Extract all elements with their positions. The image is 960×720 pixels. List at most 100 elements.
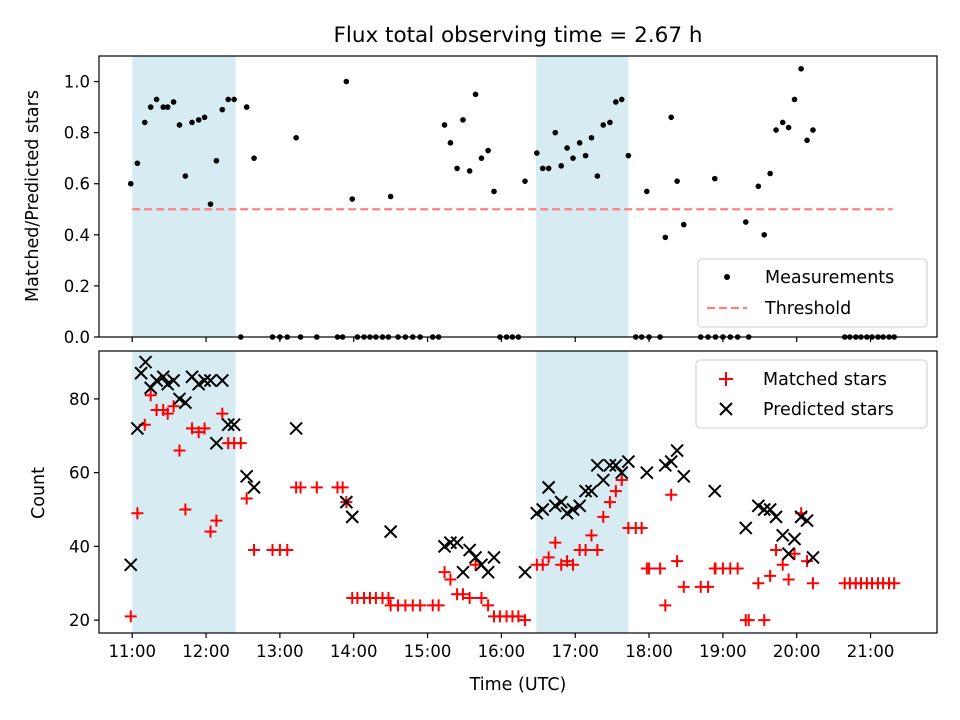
measurement-point <box>387 193 394 200</box>
top-shaded-intervals <box>132 56 629 337</box>
bottom-xtick-label: 21:00 <box>847 642 895 661</box>
predicted-star-point <box>621 454 636 469</box>
measurement-point <box>491 188 497 195</box>
measurement-point <box>668 114 675 121</box>
predicted-star-point <box>518 565 532 579</box>
top-ytick-label: 0.0 <box>64 328 90 347</box>
measurement-point <box>478 155 485 161</box>
matched-star-point <box>677 580 690 593</box>
predicted-star-point <box>769 510 783 524</box>
predicted-star-point <box>596 473 610 487</box>
measurement-point <box>182 173 189 179</box>
bottom-x-axis-label: Time (UTC) <box>469 675 567 695</box>
measurement-point <box>662 234 669 241</box>
matched-star-point <box>131 507 144 520</box>
bottom-xtick-label: 20:00 <box>773 642 821 661</box>
predicted-star-point <box>806 550 820 565</box>
matched-star-point <box>248 544 261 557</box>
top-shade-1 <box>132 56 236 337</box>
predicted-star-point <box>763 502 777 517</box>
measurement-point <box>644 188 650 195</box>
legend-matched-marker <box>719 372 733 386</box>
measurement-point <box>552 129 559 136</box>
matched-star-point <box>124 610 137 623</box>
measurement-point <box>441 122 448 128</box>
predicted-star-point <box>191 377 206 391</box>
legend-measurements-marker <box>724 274 730 280</box>
measurement-point <box>558 163 564 169</box>
predicted-star-point <box>487 550 501 565</box>
matched-star-point <box>210 514 223 527</box>
predicted-star-point <box>739 521 753 535</box>
predicted-star-point <box>143 381 158 395</box>
bottom-ytick-label: 60 <box>69 464 90 483</box>
measurement-point <box>625 152 632 159</box>
predicted-star-point <box>138 355 153 369</box>
top-ytick-label: 0.6 <box>64 175 90 194</box>
matched-star-point <box>234 437 247 450</box>
measurement-point <box>251 155 257 161</box>
matched-star-point <box>758 614 771 627</box>
predicted-star-point <box>787 532 802 546</box>
measurement-point <box>485 147 491 154</box>
predicted-star-point <box>603 458 617 472</box>
measurement-point <box>447 140 454 146</box>
matched-star-point <box>414 599 427 612</box>
measurement-point <box>160 104 167 110</box>
measurement-point <box>134 160 141 167</box>
matched-star-point <box>167 400 180 413</box>
matched-star-point <box>806 577 819 590</box>
measurement-point <box>761 232 768 238</box>
predicted-star-point <box>178 395 193 410</box>
measurement-point <box>466 168 473 174</box>
bottom-xtick-label: 11:00 <box>108 642 156 661</box>
top-ytick-label: 0.2 <box>64 277 90 296</box>
predicted-star-point <box>156 370 170 384</box>
matched-star-point <box>336 481 349 494</box>
measurement-point <box>231 96 237 103</box>
measurement-point <box>594 173 601 179</box>
matched-star-point <box>463 591 476 604</box>
predicted-star-point <box>197 373 212 388</box>
measurement-point <box>607 119 613 126</box>
predicted-star-point <box>658 458 673 472</box>
matched-star-point <box>536 558 549 571</box>
predicted-star-point <box>548 499 562 513</box>
matched-star-point <box>654 562 667 575</box>
top-ytick-label: 0.4 <box>64 226 90 245</box>
measurement-point <box>243 104 250 110</box>
bottom-legend-frame <box>695 359 928 429</box>
matched-star-point <box>603 496 616 509</box>
matched-star-point <box>542 551 555 564</box>
matched-star-point <box>801 555 814 568</box>
matched-star-point <box>776 558 789 571</box>
measurement-point <box>613 99 619 105</box>
predicted-star-point <box>481 565 495 579</box>
measurement-point <box>674 178 680 184</box>
matched-star-point <box>591 544 604 557</box>
predicted-star-point <box>221 418 235 432</box>
matched-star-point <box>615 474 628 487</box>
matched-star-point <box>643 562 656 575</box>
predicted-star-point <box>590 458 605 472</box>
matched-star-point <box>770 544 783 557</box>
predicted-star-point <box>572 499 587 513</box>
bottom-ytick-label: 40 <box>69 537 90 556</box>
predicted-star-point <box>160 377 175 391</box>
matched-star-point <box>549 536 562 549</box>
matched-star-point <box>665 488 678 501</box>
predicted-star-point <box>615 465 629 480</box>
measurement-point <box>600 122 607 128</box>
predicted-star-point <box>456 565 470 579</box>
predicted-star-point <box>124 558 138 572</box>
predicted-star-point <box>536 502 550 517</box>
measurement-point <box>539 165 546 172</box>
predicted-star-point <box>757 502 771 517</box>
matched-star-point <box>888 577 901 590</box>
bottom-xtick-label: 18:00 <box>625 642 673 661</box>
matched-star-point <box>198 422 211 435</box>
top-y-axis-label: Matched/Predicted stars <box>23 90 43 302</box>
measurement-point <box>293 134 299 141</box>
bottom-xtick-label: 17:00 <box>551 642 599 661</box>
predicted-star-point <box>227 418 241 432</box>
